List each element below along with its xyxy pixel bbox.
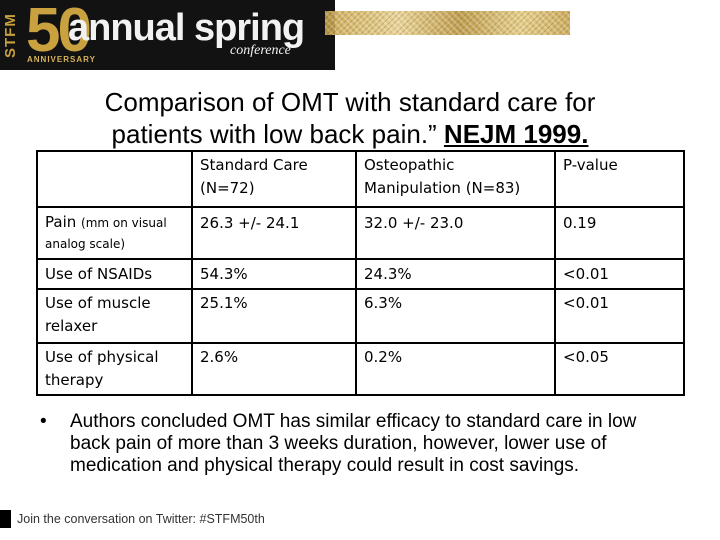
stfm-logo-text: STFM bbox=[2, 13, 19, 59]
header-p-value: P-value bbox=[556, 152, 683, 206]
pt-label: Use of physical therapy bbox=[45, 348, 159, 389]
header-standard-line1: Standard Care bbox=[200, 156, 308, 174]
header-omt-line1: Osteopathic bbox=[364, 156, 455, 174]
gold-glitter-strip bbox=[325, 11, 570, 35]
header-omt-line2: Manipulation (N=83) bbox=[364, 179, 521, 197]
anniversary-text: ANNIVERSARY bbox=[27, 55, 96, 64]
header-standard-care: Standard Care (N=72) bbox=[193, 152, 355, 206]
footer-square-icon bbox=[0, 510, 11, 528]
row-pain-label: Pain (mm on visual analog scale) bbox=[38, 208, 191, 258]
pain-label-note: (mm on visual analog scale) bbox=[45, 216, 167, 251]
row-pain-omt: 32.0 +/- 23.0 bbox=[357, 208, 554, 258]
row-muscle-omt: 6.3% bbox=[357, 290, 554, 342]
row-pt-standard: 2.6% bbox=[193, 344, 355, 394]
row-muscle-p: <0.01 bbox=[556, 290, 683, 342]
footer: Join the conversation on Twitter: #STFM5… bbox=[0, 510, 265, 528]
comparison-table: Standard Care (N=72) Osteopathic Manipul… bbox=[36, 150, 685, 396]
footer-text: Join the conversation on Twitter: #STFM5… bbox=[17, 512, 265, 526]
row-nsaids-omt: 24.3% bbox=[357, 260, 554, 288]
row-nsaids-p: <0.01 bbox=[556, 260, 683, 288]
row-pt-omt: 0.2% bbox=[357, 344, 554, 394]
title-line-2: patients with low back pain.” NEJM 1999. bbox=[30, 118, 670, 150]
row-pain-standard: 26.3 +/- 24.1 bbox=[193, 208, 355, 258]
title-line-1: Comparison of OMT with standard care for bbox=[104, 87, 596, 117]
bullet-marker: • bbox=[40, 411, 47, 432]
conclusion-text: Authors concluded OMT has similar effica… bbox=[70, 411, 637, 476]
header-p-line1: P-value bbox=[563, 156, 618, 174]
conference-banner: STFM 50 ANNIVERSARY annual spring confer… bbox=[0, 0, 335, 70]
row-pt-label: Use of physical therapy bbox=[38, 344, 191, 394]
citation: NEJM 1999. bbox=[443, 119, 589, 149]
row-muscle-label: Use of muscle relaxer bbox=[38, 290, 191, 342]
conference-text: conference bbox=[230, 43, 291, 58]
pain-label: Pain bbox=[45, 213, 77, 231]
header-cell-empty bbox=[38, 152, 191, 206]
row-nsaids-label: Use of NSAIDs bbox=[38, 260, 191, 288]
slide-title: Comparison of OMT with standard care for… bbox=[30, 86, 670, 150]
title-line-2-text: patients with low back pain.” bbox=[111, 119, 444, 149]
row-pain-p: 0.19 bbox=[556, 208, 683, 258]
row-nsaids-standard: 54.3% bbox=[193, 260, 355, 288]
annual-spring-text: annual spring bbox=[68, 7, 305, 49]
muscle-label: Use of muscle relaxer bbox=[45, 294, 151, 335]
fifty-logo: 50 bbox=[26, 0, 92, 65]
row-muscle-standard: 25.1% bbox=[193, 290, 355, 342]
header-standard-line2: (N=72) bbox=[200, 179, 255, 197]
header-osteopathic: Osteopathic Manipulation (N=83) bbox=[357, 152, 554, 206]
row-pt-p: <0.05 bbox=[556, 344, 683, 394]
